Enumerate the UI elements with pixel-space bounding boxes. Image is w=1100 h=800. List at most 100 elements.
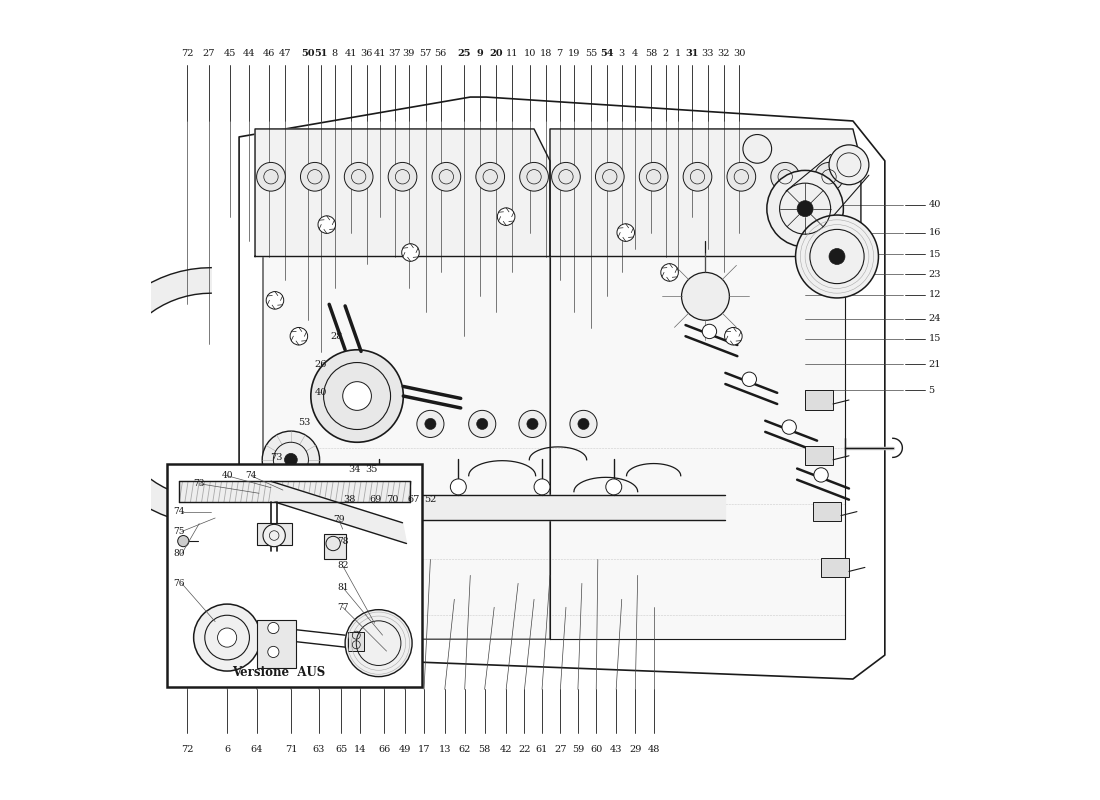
Text: 60: 60	[590, 745, 603, 754]
Polygon shape	[550, 129, 861, 257]
Circle shape	[476, 418, 487, 430]
Circle shape	[683, 162, 712, 191]
Text: 21: 21	[928, 360, 942, 369]
Text: Versione  AUS: Versione AUS	[232, 666, 326, 679]
Text: 31: 31	[685, 49, 698, 58]
Circle shape	[829, 145, 869, 185]
Text: 48: 48	[648, 745, 660, 754]
Circle shape	[417, 410, 444, 438]
Text: 69: 69	[370, 495, 382, 504]
Text: 2: 2	[662, 49, 669, 58]
Bar	[805, 446, 833, 466]
Text: 53: 53	[298, 418, 311, 427]
Text: 42: 42	[499, 745, 513, 754]
Text: 14: 14	[354, 745, 366, 754]
Circle shape	[432, 162, 461, 191]
Text: 8: 8	[332, 49, 338, 58]
Circle shape	[815, 162, 844, 191]
Text: eurospares: eurospares	[242, 386, 412, 414]
Text: 22: 22	[518, 745, 530, 754]
Text: 75: 75	[174, 527, 185, 536]
Polygon shape	[550, 145, 845, 639]
Text: 19: 19	[568, 49, 580, 58]
Text: 43: 43	[609, 745, 623, 754]
Text: 57: 57	[419, 49, 432, 58]
Text: 72: 72	[182, 49, 194, 58]
Polygon shape	[263, 145, 550, 639]
Circle shape	[551, 162, 581, 191]
Circle shape	[263, 524, 285, 546]
Bar	[256, 522, 292, 545]
Text: 10: 10	[524, 49, 537, 58]
Text: 81: 81	[337, 583, 349, 592]
Text: 34: 34	[348, 465, 361, 474]
Text: 16: 16	[928, 228, 942, 237]
Circle shape	[178, 535, 189, 546]
Text: 74: 74	[174, 507, 185, 516]
Circle shape	[742, 372, 757, 386]
Text: 49: 49	[398, 745, 411, 754]
Circle shape	[829, 249, 845, 265]
Polygon shape	[239, 97, 884, 679]
Circle shape	[256, 162, 285, 191]
Text: 65: 65	[336, 745, 348, 754]
Text: 39: 39	[403, 49, 415, 58]
Polygon shape	[255, 129, 550, 257]
Text: 73: 73	[271, 453, 283, 462]
Text: 72: 72	[182, 745, 194, 754]
Circle shape	[795, 215, 879, 298]
Circle shape	[318, 216, 336, 234]
Text: 76: 76	[174, 579, 185, 588]
Circle shape	[267, 646, 279, 658]
Bar	[821, 558, 849, 577]
Circle shape	[497, 208, 515, 226]
Text: 47: 47	[279, 49, 292, 58]
Text: 11: 11	[506, 49, 518, 58]
Text: 27: 27	[554, 745, 566, 754]
Circle shape	[782, 420, 796, 434]
Text: 44: 44	[242, 49, 255, 58]
Circle shape	[194, 604, 261, 671]
Circle shape	[578, 418, 590, 430]
Text: 77: 77	[337, 602, 349, 612]
Bar	[323, 534, 345, 559]
Circle shape	[344, 162, 373, 191]
Text: 78: 78	[337, 538, 349, 546]
Polygon shape	[271, 482, 407, 543]
Text: 66: 66	[378, 745, 390, 754]
Circle shape	[469, 410, 496, 438]
Text: 12: 12	[928, 290, 942, 299]
Circle shape	[285, 454, 297, 466]
Text: 33: 33	[702, 49, 714, 58]
Text: 32: 32	[717, 49, 730, 58]
Text: 9: 9	[476, 49, 483, 58]
Text: 13: 13	[439, 745, 451, 754]
Circle shape	[388, 162, 417, 191]
Text: 4: 4	[632, 49, 638, 58]
Text: 82: 82	[337, 562, 349, 570]
Text: 40: 40	[315, 387, 327, 397]
Text: 61: 61	[536, 745, 548, 754]
Text: 79: 79	[333, 515, 344, 524]
Text: 5: 5	[928, 386, 935, 395]
Circle shape	[682, 273, 729, 320]
Text: 71: 71	[285, 745, 297, 754]
Text: 35: 35	[365, 465, 377, 474]
Circle shape	[262, 431, 320, 489]
Circle shape	[371, 479, 386, 495]
Polygon shape	[82, 268, 211, 524]
Text: 41: 41	[345, 49, 358, 58]
Text: 25: 25	[458, 49, 471, 58]
Text: 15: 15	[928, 250, 942, 258]
Bar	[813, 502, 842, 521]
Circle shape	[519, 410, 546, 438]
Text: 59: 59	[572, 745, 584, 754]
Bar	[167, 464, 422, 687]
Text: 30: 30	[733, 49, 745, 58]
Circle shape	[218, 628, 236, 647]
Circle shape	[519, 162, 549, 191]
Text: 20: 20	[490, 49, 503, 58]
Circle shape	[535, 479, 550, 495]
Text: 50: 50	[300, 49, 315, 58]
Text: 15: 15	[928, 334, 942, 343]
